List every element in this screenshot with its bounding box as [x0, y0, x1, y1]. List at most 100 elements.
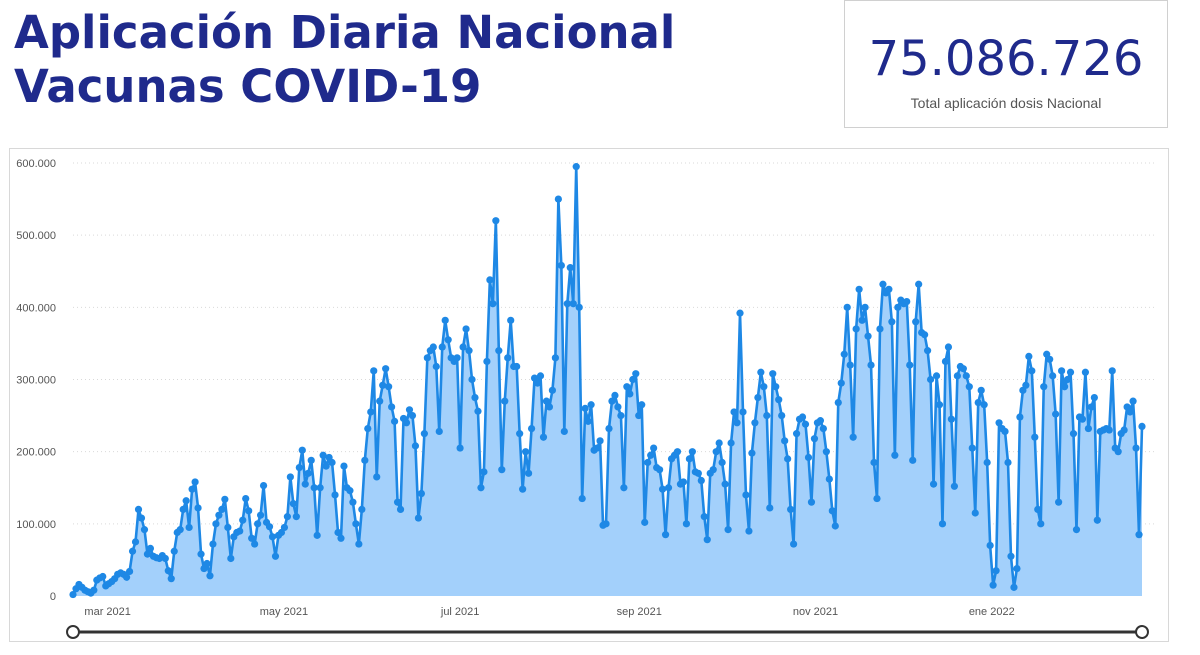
data-point[interactable]: [456, 444, 464, 452]
data-point[interactable]: [498, 466, 506, 474]
data-point[interactable]: [125, 567, 134, 576]
data-point[interactable]: [685, 455, 693, 463]
data-point[interactable]: [989, 581, 997, 589]
data-point[interactable]: [123, 573, 131, 581]
data-point[interactable]: [673, 448, 682, 456]
data-point[interactable]: [566, 264, 574, 272]
data-point[interactable]: [393, 498, 402, 506]
data-point[interactable]: [822, 448, 830, 456]
data-point[interactable]: [968, 444, 976, 452]
data-point[interactable]: [551, 354, 559, 362]
data-point[interactable]: [522, 448, 530, 456]
data-point[interactable]: [242, 494, 250, 503]
data-point[interactable]: [623, 383, 631, 391]
data-point[interactable]: [935, 401, 944, 409]
data-point[interactable]: [986, 541, 994, 550]
data-point[interactable]: [1132, 444, 1140, 452]
data-point[interactable]: [245, 507, 253, 515]
data-point[interactable]: [626, 390, 634, 398]
data-point[interactable]: [611, 391, 619, 399]
data-point[interactable]: [608, 397, 616, 405]
data-point[interactable]: [1126, 408, 1134, 416]
data-point[interactable]: [1129, 397, 1137, 405]
data-point[interactable]: [617, 411, 625, 420]
data-point[interactable]: [846, 361, 854, 369]
data-point[interactable]: [1037, 520, 1045, 528]
data-point[interactable]: [819, 424, 827, 433]
data-point[interactable]: [858, 316, 866, 324]
data-point[interactable]: [465, 347, 473, 355]
data-point[interactable]: [921, 331, 929, 339]
data-point[interactable]: [807, 498, 816, 506]
data-point[interactable]: [804, 453, 813, 462]
data-point[interactable]: [137, 514, 146, 522]
data-point[interactable]: [554, 195, 562, 203]
data-point[interactable]: [641, 518, 649, 526]
data-point[interactable]: [944, 343, 953, 351]
data-point[interactable]: [638, 401, 646, 409]
data-point[interactable]: [620, 484, 628, 492]
data-point[interactable]: [974, 398, 982, 407]
data-point[interactable]: [1016, 413, 1024, 421]
data-point[interactable]: [167, 575, 175, 583]
data-point[interactable]: [1046, 355, 1054, 363]
data-point[interactable]: [224, 523, 232, 532]
data-point[interactable]: [837, 379, 845, 387]
data-point[interactable]: [182, 497, 190, 505]
data-point[interactable]: [367, 408, 375, 416]
data-point[interactable]: [414, 514, 423, 522]
data-point[interactable]: [143, 550, 152, 558]
data-point[interactable]: [1004, 458, 1012, 467]
data-point[interactable]: [703, 536, 711, 544]
data-point[interactable]: [483, 357, 491, 366]
data-point[interactable]: [358, 505, 366, 513]
data-point[interactable]: [310, 484, 318, 492]
data-point[interactable]: [292, 513, 300, 521]
data-point[interactable]: [873, 494, 881, 503]
data-point[interactable]: [1078, 415, 1087, 423]
data-point[interactable]: [1135, 531, 1143, 539]
data-point[interactable]: [1090, 393, 1098, 402]
data-point[interactable]: [656, 466, 664, 474]
time-range-slider[interactable]: [66, 625, 1149, 639]
data-point[interactable]: [784, 455, 792, 463]
data-point[interactable]: [1093, 516, 1101, 524]
data-point[interactable]: [864, 332, 872, 340]
data-point[interactable]: [959, 365, 967, 373]
data-point[interactable]: [870, 458, 878, 467]
data-point[interactable]: [382, 365, 390, 373]
data-point[interactable]: [429, 343, 437, 351]
data-point[interactable]: [605, 424, 613, 433]
data-point[interactable]: [212, 520, 220, 528]
data-point[interactable]: [775, 396, 783, 404]
data-point[interactable]: [301, 480, 309, 488]
data-point[interactable]: [319, 451, 327, 459]
data-point[interactable]: [364, 424, 372, 433]
data-point[interactable]: [349, 498, 357, 506]
data-point[interactable]: [176, 526, 184, 534]
data-point[interactable]: [694, 469, 702, 477]
data-point[interactable]: [286, 473, 294, 481]
data-point[interactable]: [307, 456, 315, 464]
data-point[interactable]: [471, 393, 479, 402]
data-point[interactable]: [402, 419, 411, 427]
data-point[interactable]: [947, 415, 956, 423]
data-point[interactable]: [578, 494, 586, 503]
data-point[interactable]: [495, 347, 503, 355]
data-point[interactable]: [513, 362, 521, 371]
data-point[interactable]: [1063, 375, 1072, 384]
data-point[interactable]: [602, 520, 610, 528]
data-point[interactable]: [489, 300, 497, 308]
data-point[interactable]: [298, 446, 306, 454]
data-point[interactable]: [941, 357, 950, 366]
data-point[interactable]: [170, 547, 178, 555]
data-point[interactable]: [635, 411, 643, 420]
data-point[interactable]: [379, 381, 387, 389]
data-point[interactable]: [778, 411, 786, 420]
data-point[interactable]: [376, 397, 384, 405]
data-point[interactable]: [760, 383, 768, 391]
data-point[interactable]: [825, 475, 833, 483]
data-point[interactable]: [572, 163, 580, 171]
data-point[interactable]: [647, 451, 655, 459]
data-point[interactable]: [834, 398, 842, 407]
